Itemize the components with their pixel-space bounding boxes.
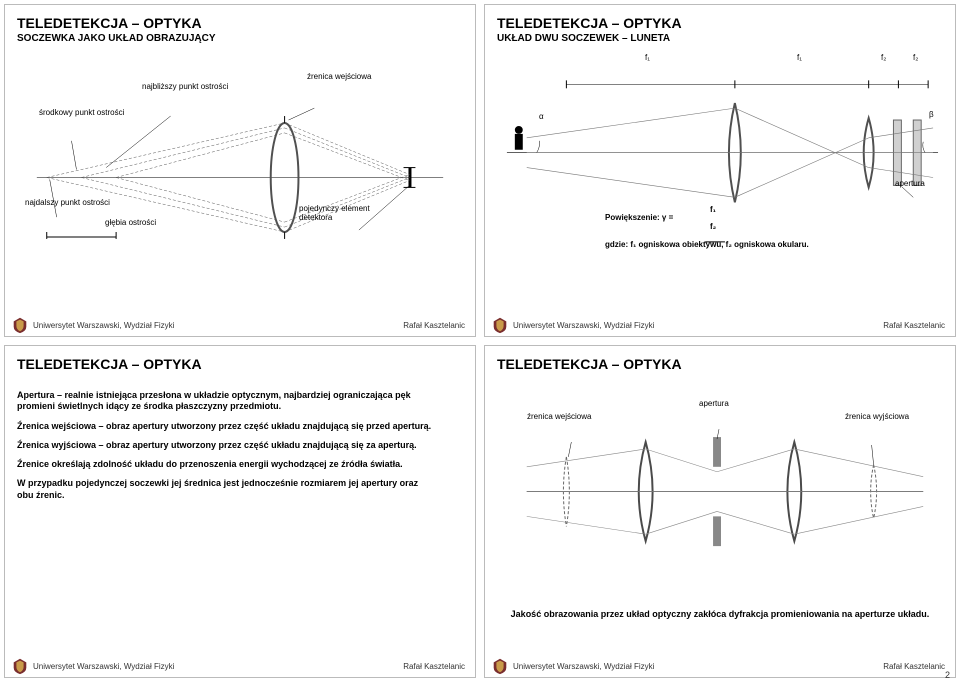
slide-title: TELEDETEKCJA – OPTYKA (497, 15, 943, 31)
paragraph: Źrenica wejściowa – obraz apertury utwor… (17, 421, 437, 432)
footer-university: Uniwersytet Warszawski, Wydział Fizyki (33, 662, 174, 671)
label-zrenica: źrenica wejściowa (307, 72, 371, 81)
aperture-definitions: Apertura – realnie istniejąca przesłona … (17, 390, 463, 501)
slide-3: TELEDETEKCJA – OPTYKA Apertura – realnie… (4, 345, 476, 678)
slide-title: TELEDETEKCJA – OPTYKA (497, 356, 943, 372)
label-f2b: f₂ (913, 53, 918, 62)
label-beta: β (929, 110, 934, 119)
slide-footer: Uniwersytet Warszawski, Wydział Fizyki R… (5, 655, 475, 677)
lens-imaging-diagram: środkowy punkt ostrości najbliższy punkt… (17, 50, 463, 305)
slide-footer: Uniwersytet Warszawski, Wydział Fizyki R… (485, 314, 955, 336)
paragraph: W przypadku pojedynczej soczewki jej śre… (17, 478, 437, 501)
slide-subtitle: SOCZEWKA JAKO UKŁAD OBRAZUJĄCY (17, 33, 463, 44)
university-logo-icon (11, 316, 29, 334)
university-logo-icon (11, 657, 29, 675)
footer-university: Uniwersytet Warszawski, Wydział Fizyki (513, 662, 654, 671)
footer-author: Rafał Kasztelanic (883, 321, 945, 330)
slide-title: TELEDETEKCJA – OPTYKA (17, 356, 463, 372)
label-alpha: α (539, 112, 544, 121)
slide-footer: Uniwersytet Warszawski, Wydział Fizyki R… (485, 655, 955, 677)
label-zrenica-out: źrenica wyjściowa (845, 412, 909, 421)
footer-author: Rafał Kasztelanic (403, 662, 465, 671)
footer-university: Uniwersytet Warszawski, Wydział Fizyki (513, 321, 654, 330)
label-najblizszy: najbliższy punkt ostrości (142, 82, 228, 91)
page-number: 2 (945, 670, 950, 680)
footer-author: Rafał Kasztelanic (883, 662, 945, 671)
university-logo-icon (491, 657, 509, 675)
label-detektor: pojedynczy element detektora (299, 204, 389, 222)
caption: Jakość obrazowania przez układ optyczny … (497, 609, 943, 621)
footer-university: Uniwersytet Warszawski, Wydział Fizyki (33, 321, 174, 330)
fraction-bot: f₂ (710, 222, 716, 231)
slide-2: TELEDETEKCJA – OPTYKA UKŁAD DWU SOCZEWEK… (484, 4, 956, 337)
label-srodkowy: środkowy punkt ostrości (39, 108, 124, 117)
label-apertura: apertura (699, 399, 729, 408)
label-najdalszy: najdalszy punkt ostrości (25, 198, 110, 207)
fraction-top: f₁ (710, 205, 716, 214)
telescope-diagram: f₁ f₁ f₂ f₂ α β apertura Powiększenie: γ… (497, 50, 943, 305)
slide-4: TELEDETEKCJA – OPTYKA (484, 345, 956, 678)
label-powiek: Powiększenie: γ = (605, 213, 673, 222)
label-f1b: f₁ (797, 53, 802, 62)
pupils-diagram: źrenica wejściowa apertura źrenica wyjśc… (497, 374, 943, 629)
footer-author: Rafał Kasztelanic (403, 321, 465, 330)
paragraph: Źrenice określają zdolność układu do prz… (17, 459, 437, 470)
label-apertura: apertura (895, 179, 925, 188)
slide-footer: Uniwersytet Warszawski, Wydział Fizyki R… (5, 314, 475, 336)
university-logo-icon (491, 316, 509, 334)
slide-subtitle: UKŁAD DWU SOCZEWEK – LUNETA (497, 33, 943, 44)
label-glebia: głębia ostrości (105, 218, 156, 227)
label-zrenica-in: źrenica wejściowa (527, 412, 591, 421)
label-gdzie: gdzie: f₁ ogniskowa obiektywu, f₂ ognisk… (605, 240, 925, 249)
paragraph: Apertura – realnie istniejąca przesłona … (17, 390, 437, 413)
label-f1a: f₁ (645, 53, 650, 62)
paragraph: Źrenica wyjściowa – obraz apertury utwor… (17, 440, 437, 451)
label-f2a: f₂ (881, 53, 886, 62)
slide-1: TELEDETEKCJA – OPTYKA SOCZEWKA JAKO UKŁA… (4, 4, 476, 337)
slide-title: TELEDETEKCJA – OPTYKA (17, 15, 463, 31)
